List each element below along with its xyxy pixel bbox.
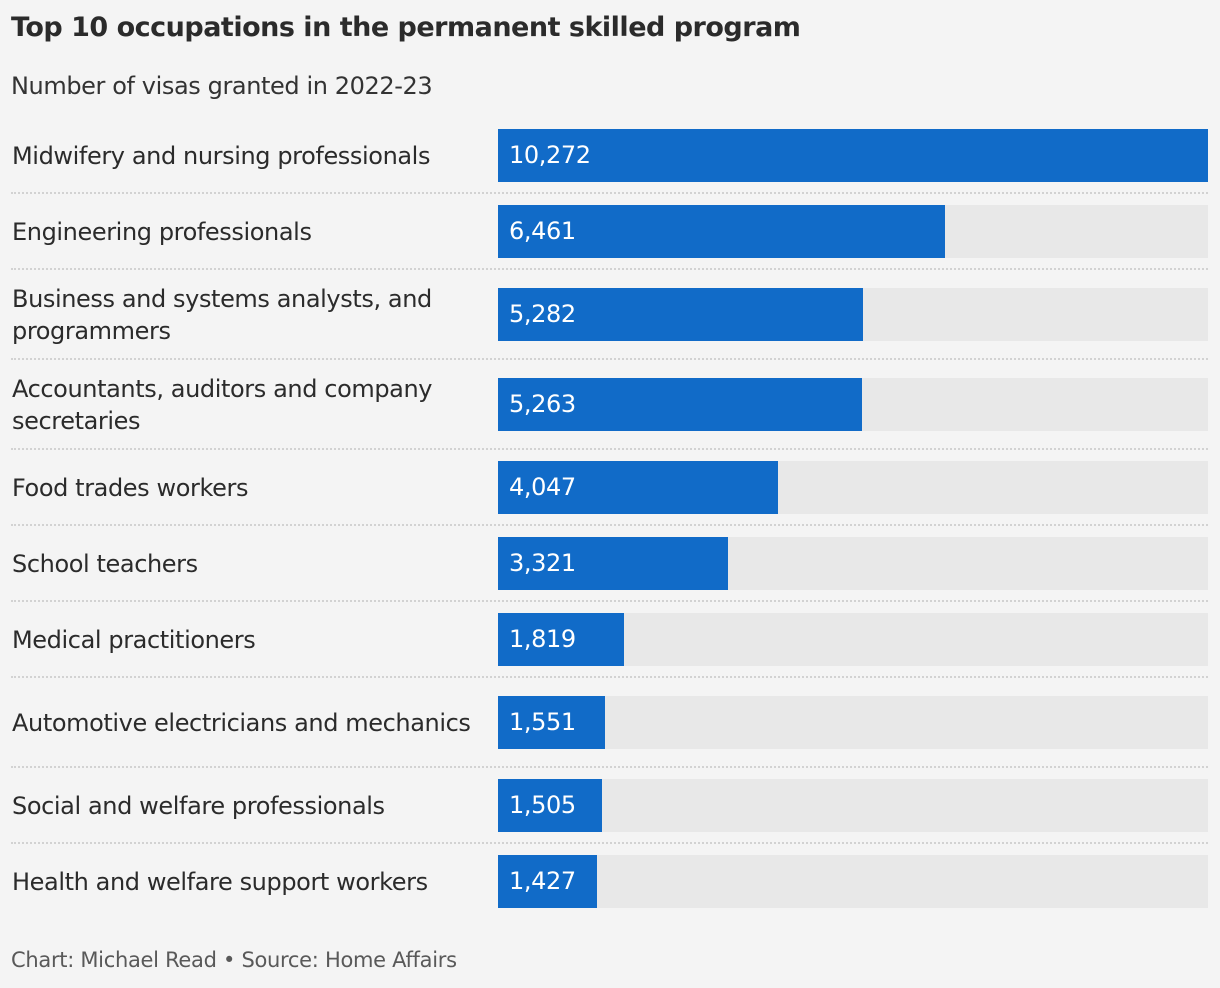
bar-value: 5,282 bbox=[509, 300, 576, 328]
bar-value: 5,263 bbox=[509, 390, 576, 418]
bar bbox=[498, 288, 864, 341]
bar-row: Midwifery and nursing professionals 10,2… bbox=[0, 118, 1220, 194]
bar-value: 3,321 bbox=[509, 549, 576, 577]
bar-row: Food trades workers 4,047 bbox=[0, 450, 1220, 526]
bar-value: 1,505 bbox=[509, 791, 576, 819]
bar bbox=[498, 378, 862, 431]
bar-track: 5,282 bbox=[498, 288, 1208, 341]
bar-label: Accountants, auditors and company secret… bbox=[12, 375, 433, 435]
bar-row: Health and welfare support workers 1,427 bbox=[0, 844, 1220, 920]
bar bbox=[498, 129, 1208, 182]
bar-value: 6,461 bbox=[509, 217, 576, 245]
chart-subtitle: Number of visas granted in 2022-23 bbox=[11, 72, 433, 100]
bar-label: Medical practitioners bbox=[12, 626, 256, 654]
bar bbox=[498, 461, 778, 514]
bar-value: 1,551 bbox=[509, 708, 576, 736]
bar-label: Health and welfare support workers bbox=[12, 868, 428, 896]
bar bbox=[498, 696, 606, 749]
bar-value: 10,272 bbox=[509, 141, 591, 169]
bar-row: Accountants, auditors and company secret… bbox=[0, 360, 1220, 450]
bar-label: Automotive electricians and mechanics bbox=[12, 709, 471, 737]
bar-track: 5,263 bbox=[498, 378, 1208, 431]
bar-track: 4,047 bbox=[498, 461, 1208, 514]
bar-label: School teachers bbox=[12, 550, 198, 578]
bar-row: Business and systems analysts, and progr… bbox=[0, 270, 1220, 360]
bar-row: Social and welfare professionals 1,505 bbox=[0, 768, 1220, 844]
bar-track: 1,505 bbox=[498, 779, 1208, 832]
bar bbox=[498, 855, 597, 908]
bar bbox=[498, 205, 945, 258]
bar-track: 3,321 bbox=[498, 537, 1208, 590]
bar-chart: Midwifery and nursing professionals 10,2… bbox=[0, 118, 1220, 920]
bar-track: 10,272 bbox=[498, 129, 1208, 182]
bar-value: 4,047 bbox=[509, 473, 576, 501]
bar-track: 1,819 bbox=[498, 613, 1208, 666]
chart-title: Top 10 occupations in the permanent skil… bbox=[11, 12, 801, 43]
bar-track: 1,551 bbox=[498, 696, 1208, 749]
bar-value: 1,427 bbox=[509, 867, 576, 895]
source-credit: Chart: Michael Read • Source: Home Affai… bbox=[11, 948, 457, 972]
bar-row: Medical practitioners 1,819 bbox=[0, 602, 1220, 678]
bar-track: 1,427 bbox=[498, 855, 1208, 908]
bar-label: Midwifery and nursing professionals bbox=[12, 142, 431, 170]
bar-track: 6,461 bbox=[498, 205, 1208, 258]
bar-row: Engineering professionals 6,461 bbox=[0, 194, 1220, 270]
bar bbox=[498, 779, 603, 832]
bar-row: Automotive electricians and mechanics 1,… bbox=[0, 678, 1220, 768]
bar bbox=[498, 613, 624, 666]
bar-label: Engineering professionals bbox=[12, 218, 312, 246]
bar-value: 1,819 bbox=[509, 625, 576, 653]
bar-row: School teachers 3,321 bbox=[0, 526, 1220, 602]
bar-label: Food trades workers bbox=[12, 474, 249, 502]
bar-label: Business and systems analysts, and progr… bbox=[12, 285, 432, 345]
bar-label: Social and welfare professionals bbox=[12, 792, 385, 820]
bar bbox=[498, 537, 728, 590]
